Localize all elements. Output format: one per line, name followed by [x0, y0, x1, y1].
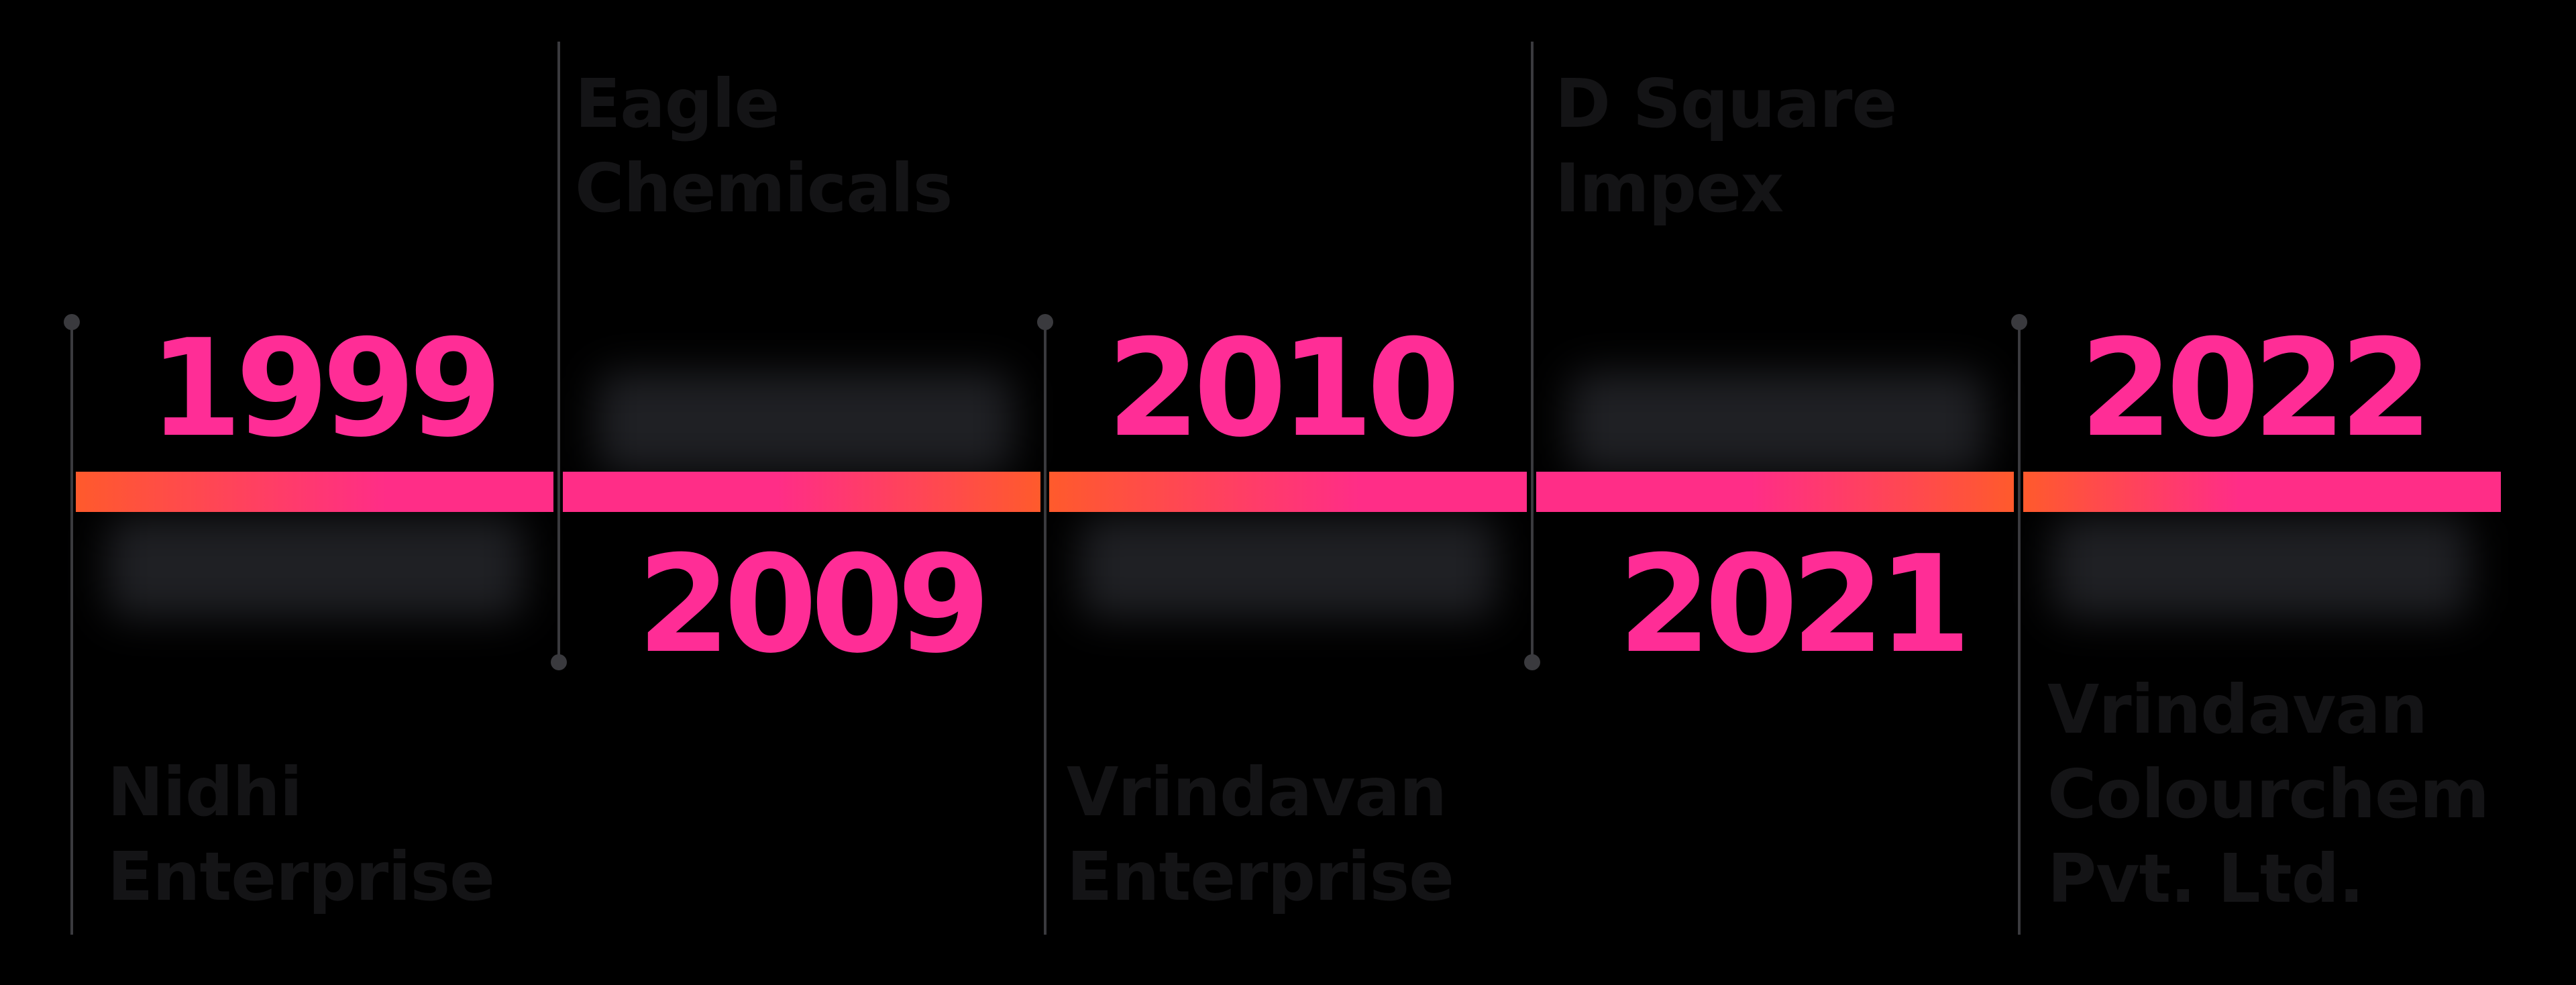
company-label-d-square-impex: D Square Impex [1555, 64, 1897, 227]
timeline-bar-segment-1 [76, 472, 553, 512]
connector-line-2021 [1531, 42, 1534, 662]
company-label-vrindavan-colourchem: Vrindavan Colourchem Pvt. Ltd. [2047, 670, 2489, 918]
connector-dot-2009 [551, 654, 567, 670]
company-label-nidhi-enterprise: Nidhi Enterprise [107, 753, 495, 916]
connector-dot-2010 [1037, 314, 1053, 330]
connector-dot-2022 [2011, 314, 2027, 330]
timeline-bar-segment-3 [1049, 472, 1527, 512]
company-label-eagle-chemicals: Eagle Chemicals [575, 64, 953, 227]
connector-dot-2021 [1524, 654, 1540, 670]
segment-shadow [597, 372, 1013, 473]
connector-line-2010 [1044, 321, 1046, 935]
segment-shadow [2053, 517, 2469, 617]
timeline-bar-segment-4 [1536, 472, 2014, 512]
company-label-vrindavan-enterprise: Vrindavan Enterprise [1067, 753, 1454, 916]
connector-dot-1999 [64, 314, 80, 330]
segment-shadow [1570, 372, 1986, 473]
year-label-2022: 2022 [2080, 311, 2433, 467]
timeline-bar-segment-2 [563, 472, 1040, 512]
connector-line-1999 [70, 321, 73, 935]
connector-line-2009 [557, 42, 560, 662]
year-label-2021: 2021 [1618, 527, 1972, 683]
connector-line-2022 [2018, 321, 2021, 935]
segment-shadow [107, 517, 523, 617]
segment-shadow [1080, 517, 1496, 617]
year-label-1999: 1999 [149, 311, 502, 467]
year-label-2010: 2010 [1107, 311, 1460, 467]
year-label-2009: 2009 [637, 527, 991, 683]
timeline-bar-segment-5 [2023, 472, 2501, 512]
